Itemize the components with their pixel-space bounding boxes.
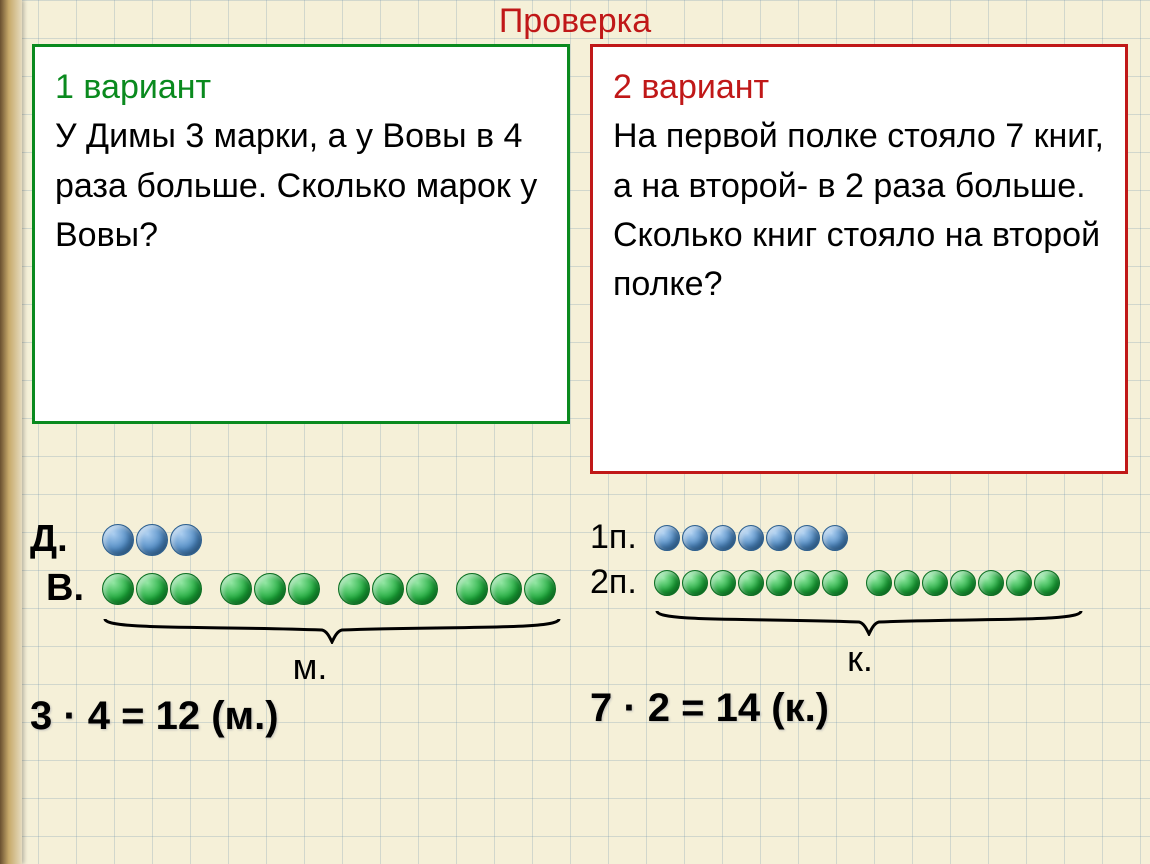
dot-green [922,570,948,596]
dot-green [524,573,556,605]
dot-green [654,570,680,596]
unit-label-2: к. [650,638,1070,680]
dot-green [136,573,168,605]
equation-2: 7 · 2 = 14 (к.) [590,686,1135,731]
dot-green [738,570,764,596]
dot-green [950,570,976,596]
dots-v [102,573,556,605]
dot-blue [654,525,680,551]
dot-blue [102,524,134,556]
dot-green [866,570,892,596]
row-2p-label: 2п. [590,563,654,602]
variant-1-problem: У Димы 3 марки, а у Вовы в 4 раза больше… [55,112,547,260]
dot-blue [794,525,820,551]
row-v-label: В. [46,567,102,610]
row-v: В. [46,567,575,610]
row-d-label: Д. [30,518,102,561]
equation-1: 3 · 4 = 12 (м.) [30,694,575,739]
binding-strip [0,0,22,864]
dot-blue [136,524,168,556]
dot-green [822,570,848,596]
dot-green [766,570,792,596]
page-title: Проверка [0,2,1150,41]
dot-green [102,573,134,605]
dot-green [254,573,286,605]
dots-d [102,524,202,556]
dot-blue [682,525,708,551]
dot-green [894,570,920,596]
dot-green [170,573,202,605]
variant-2-box: 2 вариант На первой полке стояло 7 книг,… [590,44,1128,474]
row-1p: 1п. [590,518,1135,557]
brace-v1 [102,616,575,646]
dot-green [288,573,320,605]
dot-green [456,573,488,605]
dot-green [1034,570,1060,596]
dot-green [338,573,370,605]
dot-blue [170,524,202,556]
dot-green [710,570,736,596]
diagram-variant-2: 1п. 2п. [590,518,1135,731]
dot-blue [710,525,736,551]
dot-green [682,570,708,596]
dot-green [1006,570,1032,596]
dot-blue [738,525,764,551]
brace-v2 [654,608,1135,638]
row-d: Д. [30,518,575,561]
dot-blue [766,525,792,551]
dots-2p [654,570,1060,596]
variant-1-box: 1 вариант У Димы 3 марки, а у Вовы в 4 р… [32,44,570,424]
unit-label-1: м. [90,646,530,688]
diagram-variant-1: Д. В. м. 3 · 4 [30,518,575,739]
dot-green [220,573,252,605]
variant-2-problem: На первой полке стояло 7 книг, а на втор… [613,112,1105,309]
dot-green [978,570,1004,596]
dot-blue [822,525,848,551]
dots-1p [654,525,848,551]
dot-green [406,573,438,605]
dot-green [794,570,820,596]
variant-2-title: 2 вариант [613,63,1105,112]
variant-1-title: 1 вариант [55,63,547,112]
row-1p-label: 1п. [590,518,654,557]
dot-green [372,573,404,605]
row-2p: 2п. [590,563,1135,602]
dot-green [490,573,522,605]
